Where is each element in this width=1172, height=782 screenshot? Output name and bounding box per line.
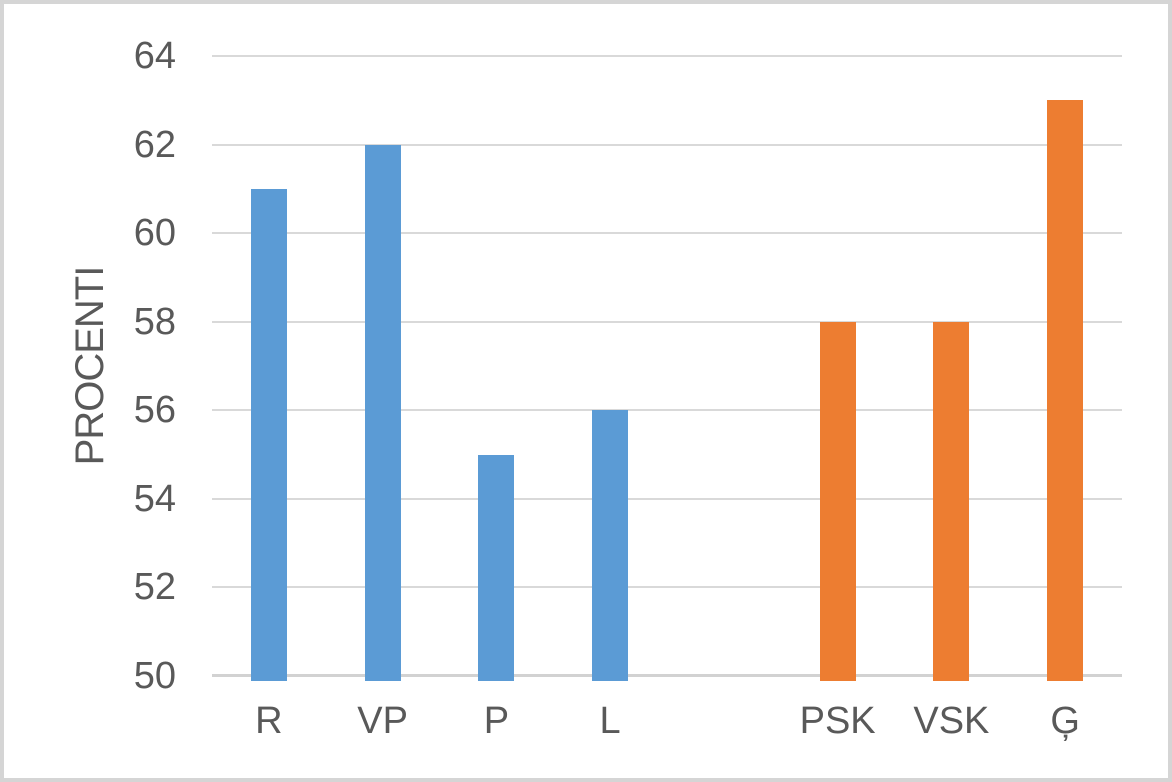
y-axis-title: PROCENTI <box>68 266 112 466</box>
bar-VP <box>364 144 401 681</box>
x-axis-line <box>212 674 1122 677</box>
y-tick-label-64: 64 <box>133 35 176 77</box>
bar-VSK <box>933 321 970 681</box>
x-tick-label-L: L <box>599 700 621 742</box>
bar-R <box>250 188 287 681</box>
bar-L <box>592 410 629 681</box>
y-tick-label-62: 62 <box>133 123 176 166</box>
y-tick-label-50: 50 <box>133 655 176 697</box>
x-tick-label-VP: VP <box>357 700 408 742</box>
gridline-52 <box>212 586 1122 589</box>
y-tick-label-58: 58 <box>133 300 176 343</box>
y-tick-label-56: 56 <box>133 389 176 432</box>
x-tick-label-PSK: PSK <box>799 700 876 742</box>
x-tick-label-R: R <box>255 700 283 742</box>
gridline-56 <box>212 409 1122 412</box>
bar-PSK <box>819 321 856 681</box>
x-tick-label-Ģ: Ģ <box>1050 700 1080 742</box>
gridline-54 <box>212 497 1122 500</box>
y-tick-label-60: 60 <box>133 212 176 255</box>
y-tick-label-54: 54 <box>133 477 176 520</box>
x-tick-label-VSK: VSK <box>913 700 990 742</box>
gridline-60 <box>212 232 1122 235</box>
bar-P <box>478 454 515 681</box>
gridline-58 <box>212 320 1122 323</box>
plot-area <box>212 55 1122 681</box>
bar-Ģ <box>1047 100 1084 681</box>
gridline-64 <box>212 55 1122 57</box>
x-tick-label-P: P <box>483 700 510 742</box>
y-tick-label-52: 52 <box>133 566 176 609</box>
gridline-62 <box>212 143 1122 146</box>
